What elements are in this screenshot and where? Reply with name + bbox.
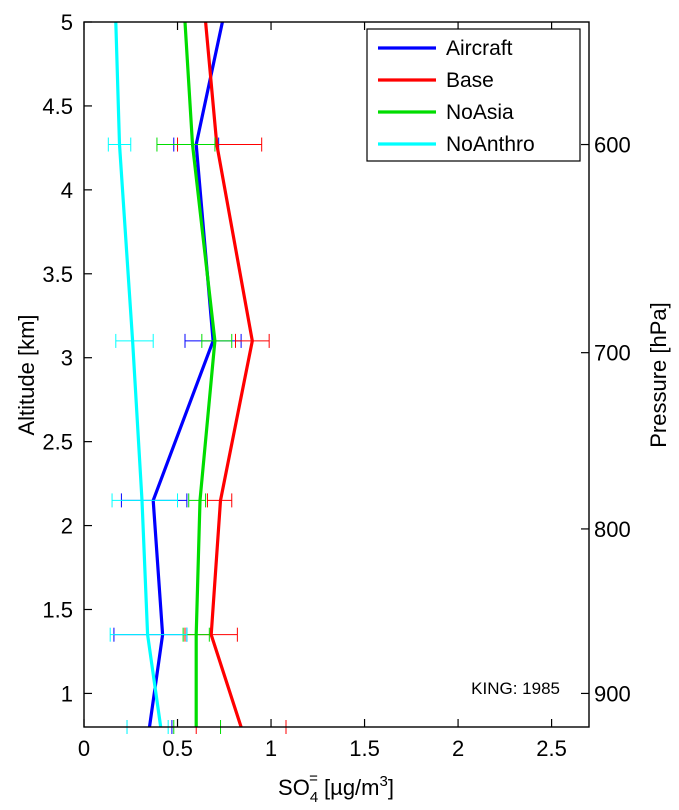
- y2-tick-label: 600: [594, 133, 631, 158]
- y-tick-label: 1: [61, 681, 73, 706]
- x-axis: 0 0.5 1 1.5 2 2.5: [78, 22, 567, 761]
- x-tick-label: 2: [452, 736, 464, 761]
- x-tick-label: 0.5: [162, 736, 193, 761]
- y-tick-label: 1.5: [42, 598, 73, 623]
- legend-label: NoAsia: [446, 101, 514, 124]
- legend-label: Base: [446, 69, 494, 92]
- legend-label: Aircraft: [446, 37, 513, 60]
- series-noasia: [156, 21, 233, 734]
- y2-tick-label: 700: [594, 341, 631, 366]
- x-title-unit-end: ]: [388, 775, 394, 800]
- legend-box: [366, 28, 581, 162]
- legend-label: NoAnthro: [446, 133, 535, 156]
- y-axis-right: 600 700 800 900: [581, 133, 631, 706]
- x-tick-label: 0: [78, 736, 90, 761]
- x-title-sub: 4: [310, 789, 318, 806]
- data-layer: [107, 21, 287, 734]
- series-line: [183, 21, 217, 727]
- y-tick-label: 3.5: [42, 262, 73, 287]
- y-axis-left: 1 1.5 2 2.5 3 3.5 4 4.5 5: [42, 10, 92, 706]
- y-axis-title: Altitude [km]: [14, 314, 39, 435]
- y-tick-label: 5: [61, 10, 73, 35]
- x-tick-label: 2.5: [536, 736, 567, 761]
- series-line: [204, 21, 254, 728]
- legend-items: Aircraft Base NoAsia NoAnthro: [378, 37, 535, 156]
- chart-annotation: KING: 1985: [471, 679, 560, 698]
- y-tick-label: 4: [61, 178, 73, 203]
- series-noanthro: [107, 21, 188, 734]
- y-tick-label: 3: [61, 346, 73, 371]
- x-title-sup: =: [309, 770, 318, 787]
- series-line: [147, 21, 224, 728]
- x-title-base: SO: [278, 775, 310, 800]
- series-aircraft: [113, 21, 242, 734]
- y2-axis-title: Pressure [hPa]: [646, 302, 671, 448]
- series-line: [114, 21, 163, 728]
- x-tick-label: 1: [265, 736, 277, 761]
- y2-tick-label: 800: [594, 517, 631, 542]
- legend: Aircraft Base NoAsia NoAnthro: [366, 28, 581, 162]
- plot-frame: [83, 21, 590, 728]
- y-tick-label: 2: [61, 514, 73, 539]
- x-tick-label: 1.5: [349, 736, 380, 761]
- x-axis-title: SO4 = [µg/m3]: [278, 770, 394, 806]
- y-tick-label: 4.5: [42, 94, 73, 119]
- y2-tick-label: 900: [594, 681, 631, 706]
- x-title-unit: [µg/m: [318, 775, 380, 800]
- y-tick-label: 2.5: [42, 430, 73, 455]
- series-base: [177, 21, 287, 734]
- x-title-unit-sup: 3: [380, 773, 388, 790]
